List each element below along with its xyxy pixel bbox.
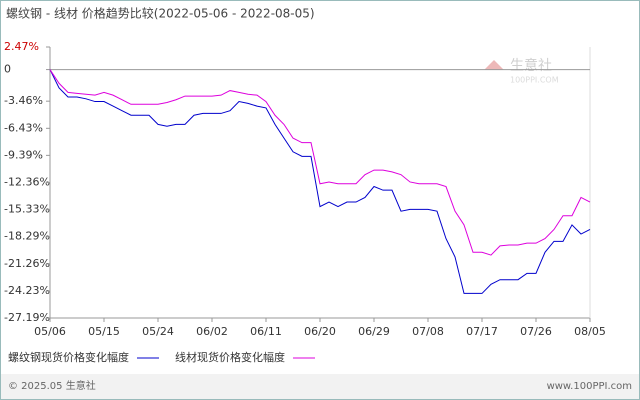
y-tick-label: 0	[4, 63, 11, 76]
x-tick-label: 06/02	[196, 325, 228, 338]
legend-label: 线材现货价格变化幅度	[175, 350, 285, 364]
y-tick-label: -24.23%	[4, 284, 50, 297]
x-tick-label: 08/05	[574, 325, 606, 338]
x-tick-label: 06/11	[250, 325, 282, 338]
x-tick-label: 07/08	[412, 325, 444, 338]
y-tick-label: -6.43%	[4, 121, 43, 134]
y-tick-label: -21.26%	[4, 257, 50, 270]
footer-left: © 2025.05 生意社	[8, 379, 96, 392]
x-tick-label: 07/26	[520, 325, 552, 338]
watermark-text: 生意社	[510, 57, 552, 74]
x-tick-label: 06/20	[304, 325, 336, 338]
legend-label: 螺纹钢现货价格变化幅度	[8, 350, 129, 364]
x-tick-label: 07/17	[466, 325, 498, 338]
y-tick-label: -9.39%	[4, 148, 43, 161]
x-tick-label: 05/24	[142, 325, 174, 338]
series-line	[49, 69, 591, 294]
watermark-icon	[484, 60, 504, 70]
x-tick-label: 05/06	[34, 325, 66, 338]
x-tick-label: 05/15	[88, 325, 120, 338]
x-tick-label: 06/29	[358, 325, 390, 338]
y-tick-label: -18.29%	[4, 230, 50, 243]
y-tick-label: -15.33%	[4, 203, 50, 216]
y-tick-label: -3.46%	[4, 94, 43, 107]
footer-right: www.100PPI.com	[547, 381, 632, 392]
y-tick-label: -27.19%	[4, 311, 50, 324]
y-tick-label: 2.47%	[4, 40, 39, 53]
footer-bg	[1, 374, 639, 399]
chart-title: 螺纹钢 - 线材 价格趋势比较(2022-05-06 - 2022-08-05)	[6, 6, 315, 21]
y-tick-label: -12.36%	[4, 176, 50, 189]
series-line	[49, 69, 591, 256]
watermark-sub: 100PPI.COM	[510, 76, 559, 85]
